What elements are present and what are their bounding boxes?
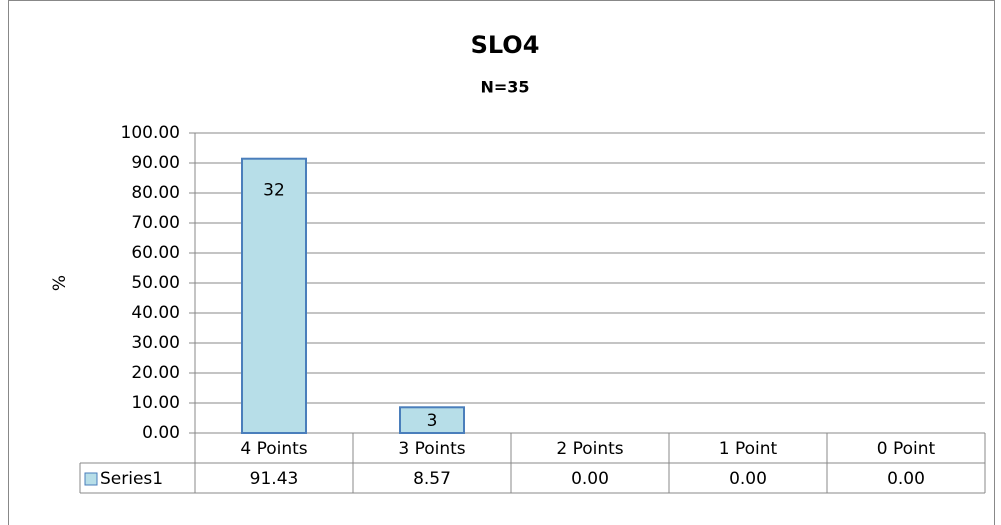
y-tick-label: 0.00 <box>142 423 180 443</box>
x-tick-label: 2 Points <box>556 439 623 459</box>
x-tick-label: 4 Points <box>240 439 307 459</box>
bar <box>241 157 307 435</box>
y-tick-label: 70.00 <box>131 213 180 233</box>
y-tick-label: 100.00 <box>121 123 180 143</box>
chart-border <box>8 0 995 525</box>
y-tick-label: 30.00 <box>131 333 180 353</box>
bar <box>399 406 465 435</box>
y-tick-label: 20.00 <box>131 363 180 383</box>
y-tick-label: 90.00 <box>131 153 180 173</box>
y-tick-label: 50.00 <box>131 273 180 293</box>
y-tick-label: 80.00 <box>131 183 180 203</box>
bar-label: 3 <box>427 411 438 431</box>
y-axis-label: % <box>50 275 70 291</box>
x-tick-label: 3 Points <box>398 439 465 459</box>
x-tick-label: 1 Point <box>719 439 778 459</box>
legend-swatch <box>84 472 98 486</box>
table-value: 0.00 <box>571 469 609 489</box>
table-value: 0.00 <box>729 469 767 489</box>
y-tick-label: 10.00 <box>131 393 180 413</box>
chart-subtitle: N=35 <box>480 78 529 97</box>
legend-label: Series1 <box>100 469 163 489</box>
y-tick-label: 40.00 <box>131 303 180 323</box>
bar-label: 32 <box>263 181 285 201</box>
y-tick-label: 60.00 <box>131 243 180 263</box>
table-value: 91.43 <box>250 469 299 489</box>
x-tick-label: 0 Point <box>877 439 936 459</box>
table-value: 8.57 <box>413 469 451 489</box>
chart-title: SLO4 <box>471 31 540 59</box>
table-value: 0.00 <box>887 469 925 489</box>
